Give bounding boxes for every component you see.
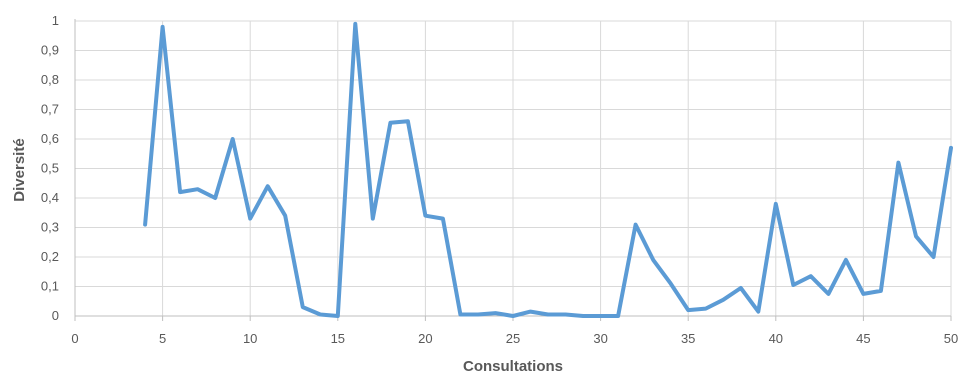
grid-lines	[75, 20, 952, 316]
y-tick-label: 0,1	[41, 279, 59, 294]
y-tick-label: 0,9	[41, 43, 59, 58]
x-tick-label: 15	[331, 331, 345, 346]
x-tick-label: 10	[243, 331, 257, 346]
y-axis-title: Diversité	[11, 138, 28, 201]
x-tick-label: 20	[418, 331, 432, 346]
series-line	[143, 21, 953, 318]
y-tick-label: 0	[52, 308, 59, 323]
x-tick-label: 40	[769, 331, 783, 346]
x-tick-label: 25	[506, 331, 520, 346]
y-tick-label: 1	[52, 13, 59, 28]
y-tick-label: 0,2	[41, 249, 59, 264]
y-tick-label: 0,7	[41, 102, 59, 117]
x-tick-label: 35	[681, 331, 695, 346]
x-tick-label: 30	[593, 331, 607, 346]
tick-labels: 00,10,20,30,40,50,60,70,80,910 5 10 15 20 25 3…	[41, 13, 958, 346]
y-tick-label: 0,4	[41, 190, 59, 205]
x-axis-title: Consultations	[463, 358, 563, 373]
y-tick-label: 0,8	[41, 72, 59, 87]
x-tick-label: 50	[944, 331, 958, 346]
y-tick-label: 0,6	[41, 131, 59, 146]
y-tick-label: 0,3	[41, 220, 59, 235]
series-layer	[143, 21, 953, 318]
x-tick-label: 0	[71, 331, 78, 346]
x-tick-label: 45	[856, 331, 870, 346]
x-tick-label: 5	[159, 331, 166, 346]
y-tick-label: 0,5	[41, 161, 59, 176]
